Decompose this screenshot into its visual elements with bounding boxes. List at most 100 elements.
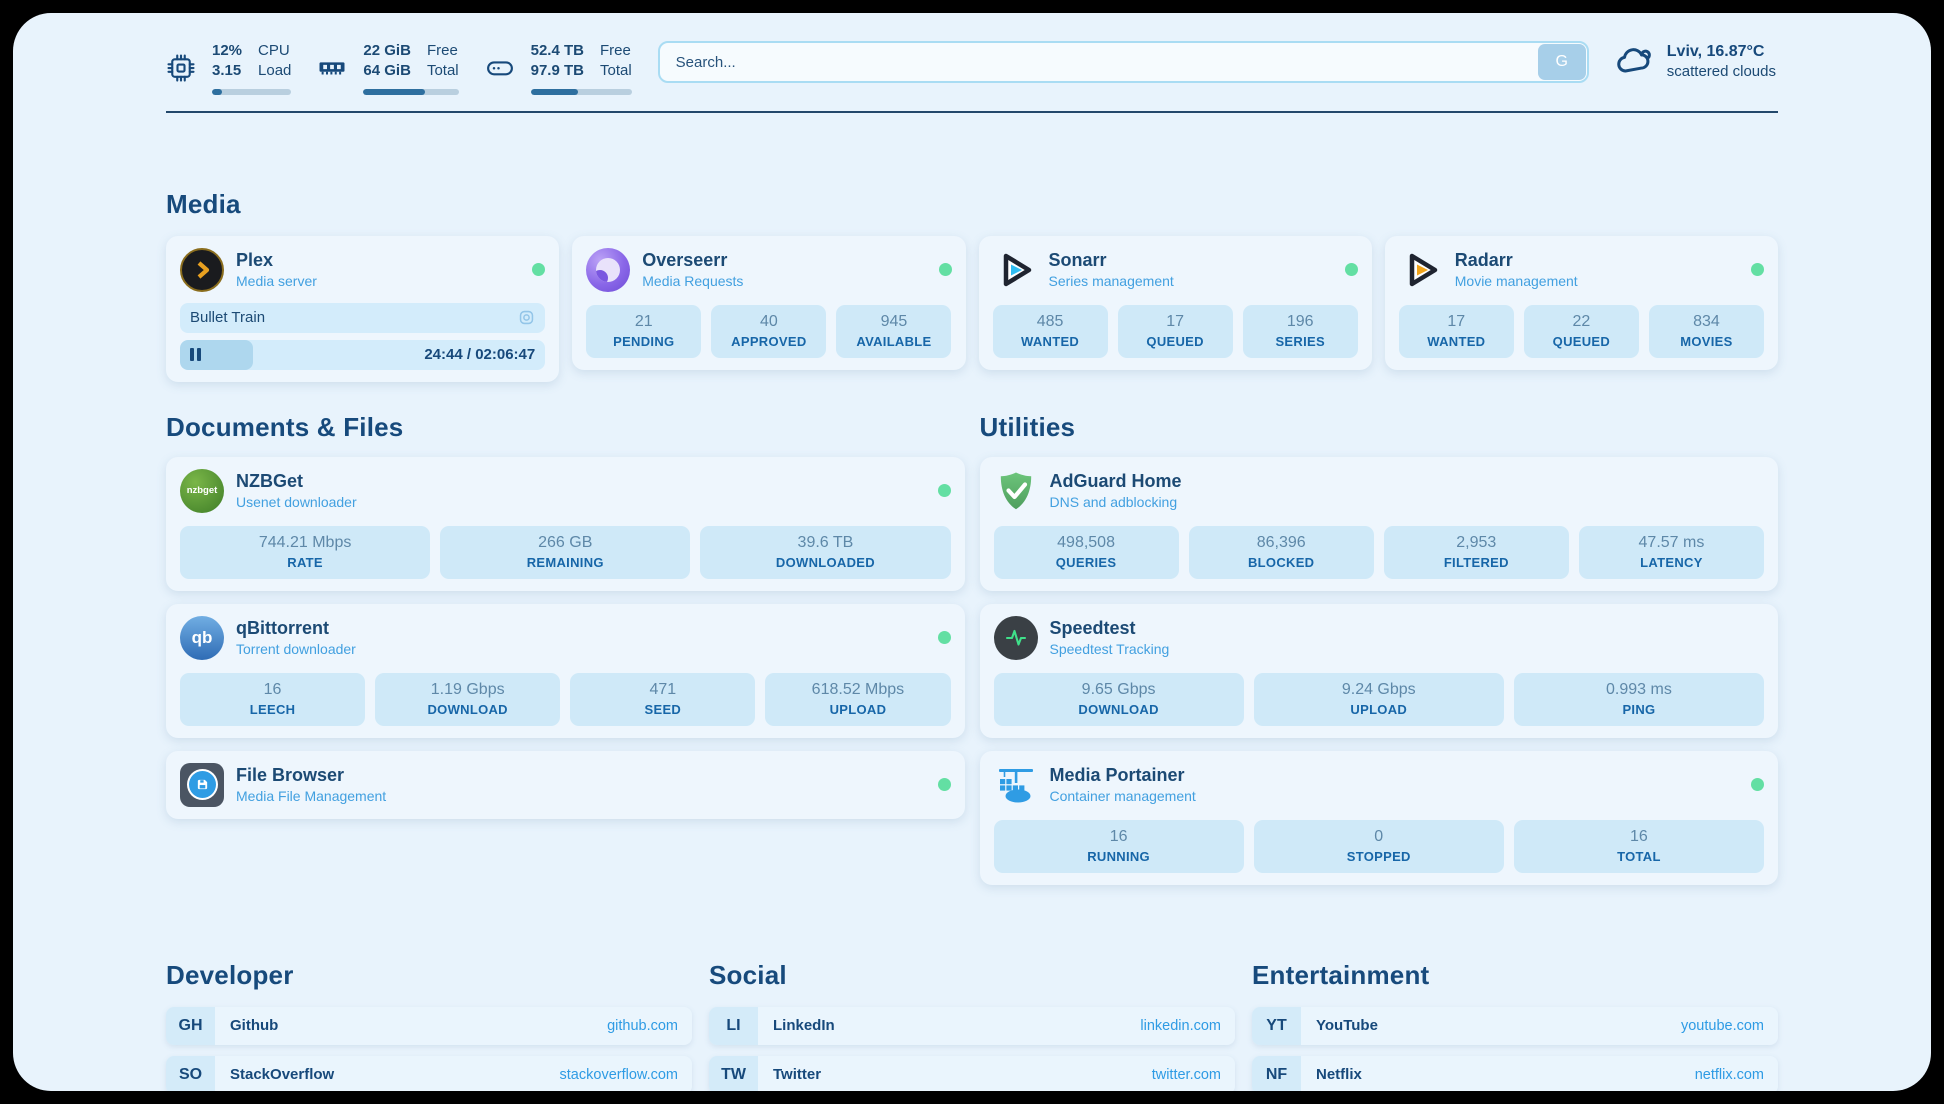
stat-tile: 9.24 Gbps UPLOAD [1253,672,1504,726]
playback-time: 24:44 / 02:06:47 [424,346,536,363]
qbittorrent-subtitle: Torrent downloader [236,641,356,657]
documents-column: Documents & Files nzbget NZBGet Usenet d… [166,382,965,898]
filebrowser-card[interactable]: File Browser Media File Management [166,750,965,819]
bookmark-abbr: LI [709,1006,758,1045]
nzbget-card[interactable]: nzbget NZBGet Usenet downloader 744.21 M… [166,456,965,591]
overseerr-status-dot [938,263,952,276]
stat-tile: 22 QUEUED [1523,304,1639,358]
filebrowser-icon [180,762,224,807]
radarr-status-dot [1751,263,1764,276]
bookmark-github[interactable]: GH Github github.com [166,1006,692,1045]
stat-tile: 21 PENDING [586,304,702,358]
top-bar: 12% 3.15 CPU Load 22 GiB 64 GiB Free Total [166,13,1778,95]
disk-free: 52.4 TB [530,42,584,59]
media-cards-row: Plex Media server Bullet Train 24:44 / 0… [166,235,1778,382]
bookmark-name: LinkedIn [773,1017,835,1034]
stat-tile: 1.19 Gbps DOWNLOAD [375,672,561,726]
stat-tile: 2,953 FILTERED [1383,525,1569,579]
sonarr-icon [1003,253,1031,286]
stat-tile: 0.993 ms PING [1513,672,1765,726]
bookmark-abbr: TW [709,1055,758,1091]
section-title-utilities: Utilities [979,411,1076,442]
adguard-card[interactable]: AdGuard Home DNS and adblocking 498,508 Q… [979,456,1778,591]
now-playing-row: Bullet Train [180,302,546,333]
sonarr-subtitle: Series management [1048,273,1174,289]
stat-tile: 498,508 QUERIES [993,525,1179,579]
memory-free: 22 GiB [363,42,411,59]
radarr-card[interactable]: Radarr Movie management 17 WANTED 22 QUEUE… [1384,235,1778,370]
memory-total: 64 GiB [363,62,411,80]
sonarr-name: Sonarr [1048,250,1107,270]
section-title-media: Media [166,188,241,219]
disk-monitor: 52.4 TB 97.9 TB Free Total [485,41,632,95]
filebrowser-status-dot [937,778,951,791]
bookmark-linkedin[interactable]: LI LinkedIn linkedin.com [709,1006,1235,1045]
memory-progress-fill [363,88,426,95]
cloud-icon [1617,48,1651,73]
stat-tile: 9.65 Gbps DOWNLOAD [993,672,1244,726]
bookmark-url: stackoverflow.com [559,1066,678,1083]
bookmark-stackoverflow[interactable]: SO StackOverflow stackoverflow.com [166,1055,692,1091]
cpu-load-avg: 3.15 [212,62,242,80]
plex-status-dot [532,263,546,276]
memory-progress-track [363,88,459,95]
qbittorrent-name: qBittorrent [236,618,329,638]
qbittorrent-status-dot [937,631,951,644]
bookmark-name: StackOverflow [230,1066,335,1083]
stat-tile: 17 QUEUED [1117,304,1233,358]
bookmark-youtube[interactable]: YT YouTube youtube.com [1252,1006,1778,1045]
bookmark-url: linkedin.com [1140,1017,1221,1034]
playback-progress-row: 24:44 / 02:06:47 [180,339,546,370]
bookmark-abbr: GH [166,1006,215,1045]
bookmark-url: netflix.com [1694,1066,1764,1083]
search-bar: G [657,41,1589,83]
filebrowser-name: File Browser [236,765,345,785]
stat-tile: 16 RUNNING [993,819,1244,873]
nzbget-subtitle: Usenet downloader [236,494,357,510]
portainer-card[interactable]: Media Portainer Container management 16 R… [979,750,1778,885]
bookmark-name: Netflix [1316,1066,1362,1083]
bookmark-netflix[interactable]: NF Netflix netflix.com [1252,1055,1778,1091]
bookmark-name: YouTube [1316,1017,1378,1034]
bookmark-twitter[interactable]: TW Twitter twitter.com [709,1055,1235,1091]
plex-card[interactable]: Plex Media server Bullet Train 24:44 / 0… [166,235,560,382]
speedtest-card[interactable]: Speedtest Speedtest Tracking 9.65 Gbps DO… [979,603,1778,738]
stat-tile: 945 AVAILABLE [836,304,952,358]
section-title-entertainment: Entertainment [1252,959,1430,990]
stat-tile: 0 STOPPED [1253,819,1504,873]
adguard-subtitle: DNS and adblocking [1049,494,1178,510]
speedtest-name: Speedtest [1049,618,1136,638]
stat-tile: 16 TOTAL [1513,819,1765,873]
overseerr-card[interactable]: Overseerr Media Requests 21 PENDING 40 APP… [572,235,966,370]
cpu-label-2: Load [258,62,292,80]
bookmark-url: twitter.com [1151,1066,1221,1083]
sonarr-card[interactable]: Sonarr Series management 485 WANTED 17 QUE… [978,235,1372,370]
stat-tile: 834 MOVIES [1648,304,1764,358]
search-engine-button[interactable]: G [1537,44,1586,80]
qbittorrent-card[interactable]: qb qBittorrent Torrent downloader 16 LEEC… [166,603,965,738]
gear-icon[interactable] [518,309,535,326]
bookmark-abbr: YT [1252,1006,1301,1045]
cpu-progress-track [212,88,292,95]
cpu-progress-fill [212,88,222,95]
stat-tile: 266 GB REMAINING [440,525,691,579]
overseerr-subtitle: Media Requests [642,273,744,289]
dashboard-panel: 12% 3.15 CPU Load 22 GiB 64 GiB Free Total [13,13,1931,1091]
stat-tile: 471 SEED [570,672,756,726]
plex-subtitle: Media server [236,273,317,289]
disk-label-1: Free [599,42,631,59]
plex-name: Plex [236,250,274,270]
section-title-developer: Developer [166,959,294,990]
pause-icon[interactable] [190,348,201,361]
radarr-name: Radarr [1454,250,1513,270]
plex-icon [180,247,224,292]
cpu-monitor: 12% 3.15 CPU Load [166,41,292,95]
nzbget-name: NZBGet [236,471,303,491]
search-input[interactable] [657,41,1589,83]
memory-label-1: Free [426,42,458,59]
cpu-percent: 12% [212,42,243,59]
stat-tile: 40 APPROVED [711,304,827,358]
cpu-icon [167,54,195,82]
stat-tile: 16 LEECH [180,672,366,726]
stat-tile: 196 SERIES [1242,304,1358,358]
